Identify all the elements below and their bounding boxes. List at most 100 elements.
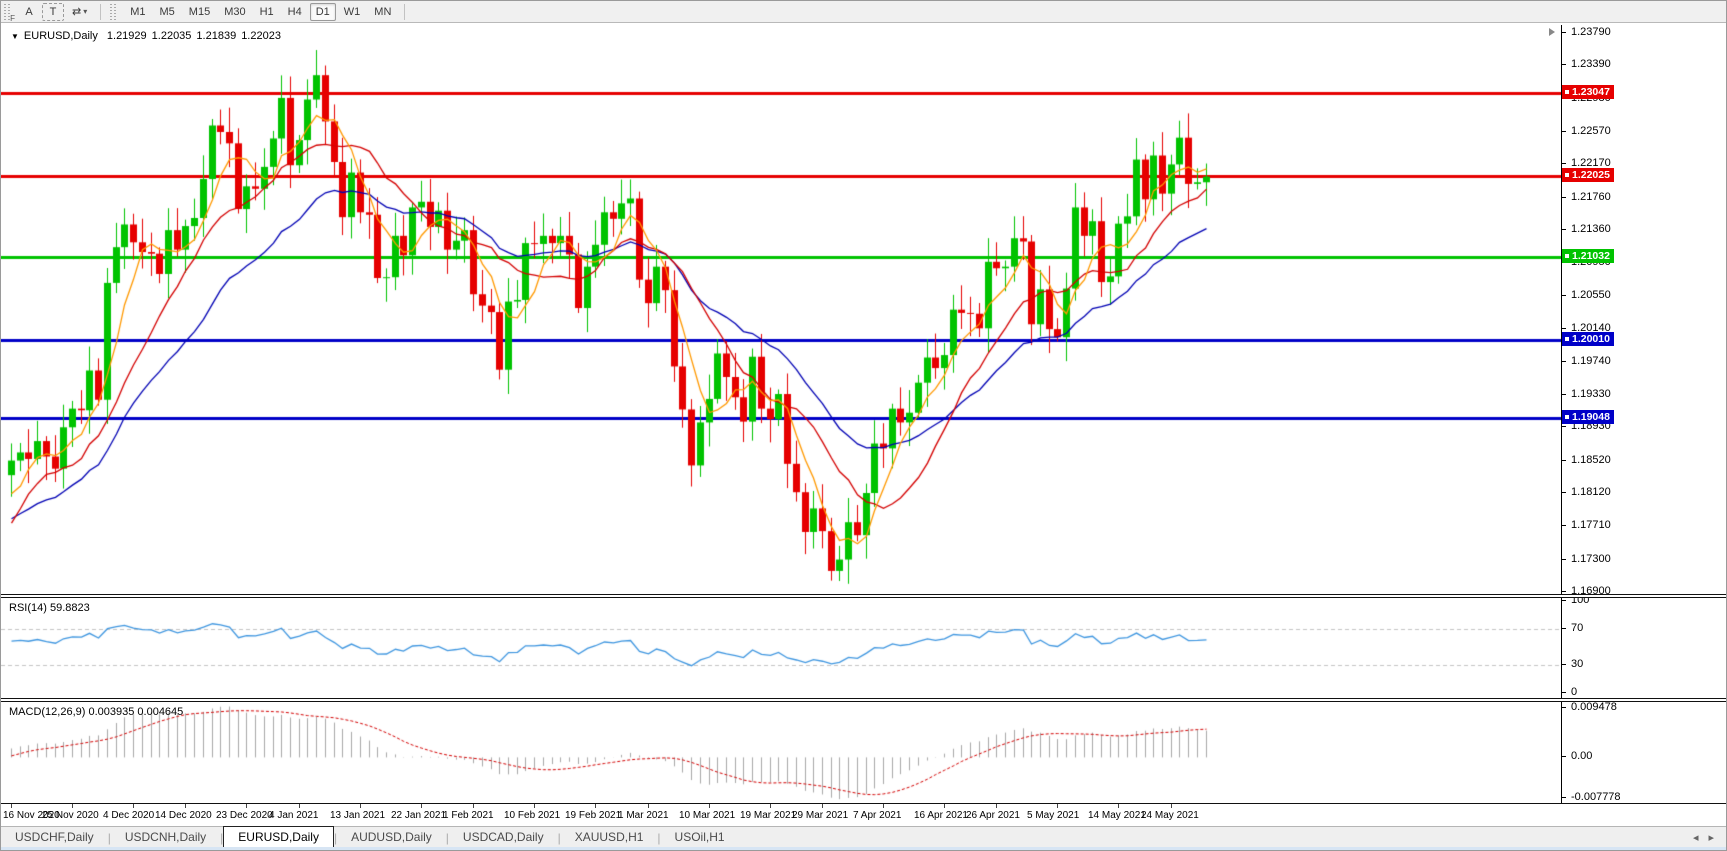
ohlc-high: 1.22035 bbox=[151, 30, 192, 42]
date-tick-mark bbox=[421, 804, 422, 808]
date-axis-tick: 1 Feb 2021 bbox=[443, 810, 494, 821]
price-axis-line bbox=[1561, 25, 1562, 803]
toolbar-grip2-icon[interactable] bbox=[109, 3, 120, 20]
date-tick-mark bbox=[360, 804, 361, 808]
tab-scroll-right-icon[interactable]: ▸ bbox=[1708, 832, 1714, 844]
date-axis-tick: 4 Jan 2021 bbox=[269, 810, 319, 821]
date-axis-tick: 19 Mar 2021 bbox=[740, 810, 797, 821]
tab-divider: | bbox=[557, 831, 561, 845]
tab-scroll-left-icon[interactable]: ◂ bbox=[1692, 832, 1699, 844]
date-tick-mark bbox=[473, 804, 474, 808]
tab-usdchf-daily[interactable]: USDCHF,Daily bbox=[15, 830, 94, 844]
macd-panel-resizer[interactable] bbox=[1, 698, 1726, 702]
symbol-label: EURUSD,Daily bbox=[23, 30, 98, 42]
level-tag-1.19048[interactable]: 1.19048 bbox=[1562, 409, 1614, 424]
chart-title: ▼ EURUSD,Daily 1.21929 1.22035 1.21839 1… bbox=[11, 30, 281, 42]
tab-audusd-daily[interactable]: AUDUSD,Daily bbox=[351, 830, 432, 844]
date-tick-mark bbox=[72, 804, 73, 808]
symbol-dropdown-icon[interactable]: ▼ bbox=[11, 31, 19, 41]
timeframe-button-MN[interactable]: MN bbox=[374, 5, 392, 18]
timeframe-button-M15[interactable]: M15 bbox=[188, 5, 211, 18]
timeframe-button-M1[interactable]: M1 bbox=[130, 5, 146, 18]
date-axis-tick: 10 Mar 2021 bbox=[679, 810, 736, 821]
rsi-panel-resizer[interactable] bbox=[1, 594, 1726, 598]
toolbar-grip-icon[interactable]: F bbox=[3, 3, 15, 23]
level-tag-1.21032[interactable]: 1.21032 bbox=[1562, 248, 1614, 263]
chevron-down-icon[interactable]: ▾ bbox=[83, 7, 88, 16]
date-axis-tick: 22 Jan 2021 bbox=[391, 810, 447, 821]
date-tick-mark bbox=[185, 804, 186, 808]
rsi-axis-tick: 30 bbox=[1561, 658, 1584, 671]
tab-divider: | bbox=[107, 831, 111, 845]
date-tick-mark bbox=[709, 804, 710, 808]
rsi-axis-tick: 0 bbox=[1561, 686, 1578, 698]
level-tag-1.20010[interactable]: 1.20010 bbox=[1562, 331, 1614, 346]
level-tag-1.23047[interactable]: 1.23047 bbox=[1562, 85, 1614, 100]
ohlc-open: 1.21929 bbox=[106, 30, 147, 42]
date-axis-tick: 5 May 2021 bbox=[1027, 810, 1080, 821]
date-axis-tick: 7 Apr 2021 bbox=[853, 810, 902, 821]
timeframe-button-H1[interactable]: H1 bbox=[259, 5, 274, 18]
ohlc-close: 1.22023 bbox=[241, 30, 281, 42]
date-tick-mark bbox=[1171, 804, 1172, 808]
price-axis-tick: 1.18520 bbox=[1562, 453, 1611, 466]
symbols-cycle-button[interactable]: ⇄ ▾ bbox=[66, 3, 93, 21]
date-tick-mark bbox=[822, 804, 823, 808]
price-axis-tick: 1.19740 bbox=[1562, 354, 1611, 367]
date-axis-tick: 19 Feb 2021 bbox=[565, 810, 622, 821]
tab-eurusd-daily[interactable]: EURUSD,Daily bbox=[223, 826, 334, 847]
timeframe-button-group: M1 M5 M15 M30 H1 H4 D1 W1 MN bbox=[123, 2, 398, 21]
price-axis-tick: 1.21360 bbox=[1562, 223, 1611, 236]
status-bar bbox=[1, 847, 1726, 850]
symbols-cycle-icon: ⇄ bbox=[72, 6, 82, 18]
price-axis-tick: 1.17710 bbox=[1562, 519, 1611, 532]
tab-divider: | bbox=[445, 831, 449, 845]
date-tick-mark bbox=[595, 804, 596, 808]
date-axis-tick: 24 May 2021 bbox=[1141, 810, 1199, 821]
date-axis-tick: 1 Mar 2021 bbox=[618, 810, 669, 821]
price-axis-tick: 1.21760 bbox=[1562, 190, 1611, 203]
date-tick-mark bbox=[1057, 804, 1058, 808]
date-axis-tick: 23 Dec 2020 bbox=[216, 810, 273, 821]
timeframe-button-M5[interactable]: M5 bbox=[159, 5, 175, 18]
macd-axis-tick: 0.009478 bbox=[1562, 700, 1617, 713]
price-axis-tick: 1.23390 bbox=[1562, 58, 1611, 71]
tab-usdcad-daily[interactable]: USDCAD,Daily bbox=[462, 830, 544, 844]
macd-axis-tick: 0.00 bbox=[1561, 750, 1593, 763]
text-button[interactable]: T bbox=[42, 2, 64, 21]
timeframe-button-W1[interactable]: W1 bbox=[343, 5, 361, 18]
tab-usoil-h1[interactable]: USOil,H1 bbox=[674, 830, 725, 844]
price-axis-tick: 1.19330 bbox=[1562, 387, 1611, 400]
autoscroll-marker-icon bbox=[1549, 28, 1555, 36]
price-axis-tick: 1.23790 bbox=[1562, 26, 1611, 38]
tab-divider: | bbox=[333, 831, 338, 845]
timeframe-button-H4[interactable]: H4 bbox=[287, 5, 302, 18]
level-tag-1.22025[interactable]: 1.22025 bbox=[1562, 168, 1614, 183]
date-tick-mark bbox=[944, 804, 945, 808]
price-axis-tick: 1.17300 bbox=[1562, 552, 1611, 565]
date-axis-tick: 16 Apr 2021 bbox=[914, 810, 968, 821]
toolbar-separator bbox=[100, 3, 102, 20]
tab-usdcnh-daily[interactable]: USDCNH,Daily bbox=[124, 830, 207, 844]
timeframe-button-D1[interactable]: D1 bbox=[309, 2, 336, 21]
ohlc-low: 1.21839 bbox=[196, 30, 237, 42]
date-axis-tick: 13 Jan 2021 bbox=[330, 810, 386, 821]
date-axis[interactable]: 16 Nov 2020 25 Nov 2020 4 Dec 2020 14 Dec 2… bbox=[1, 803, 1726, 826]
tab-divider: | bbox=[220, 831, 224, 845]
price-axis-tick: 1.22570 bbox=[1562, 124, 1611, 137]
date-axis-tick: 26 Apr 2021 bbox=[966, 810, 1020, 821]
date-axis-tick: 29 Mar 2021 bbox=[792, 810, 849, 821]
macd-label: MACD(12,26,9) 0.003935 0.004645 bbox=[9, 706, 184, 718]
date-axis-tick: 16 Nov 2020 bbox=[3, 810, 60, 821]
price-chart-canvas[interactable] bbox=[1, 25, 1562, 803]
date-tick-mark bbox=[133, 804, 134, 808]
date-axis-tick: 25 Nov 2020 bbox=[42, 810, 99, 821]
date-tick-mark bbox=[996, 804, 997, 808]
cursor-button[interactable]: A bbox=[25, 5, 33, 18]
macd-axis-tick: -0.007778 bbox=[1562, 790, 1621, 803]
tab-xauusd-h1[interactable]: XAUUSD,H1 bbox=[574, 830, 644, 844]
timeframe-button-M30[interactable]: M30 bbox=[224, 5, 246, 18]
